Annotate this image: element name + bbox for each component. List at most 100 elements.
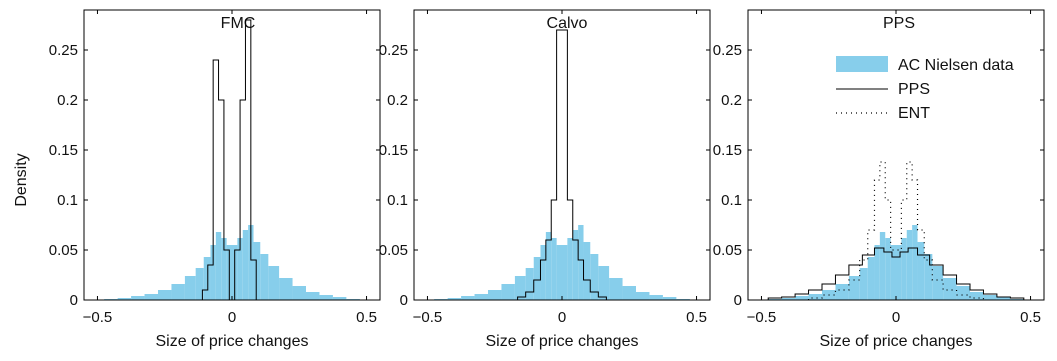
data-bar — [859, 268, 868, 300]
panel-title-pps: PPS — [883, 15, 915, 32]
model-line — [517, 29, 607, 300]
data-bar — [131, 296, 145, 300]
data-bar — [567, 238, 573, 300]
calvo-model-lines — [517, 29, 607, 300]
legend-label-data: AC Nielsen data — [898, 57, 1014, 74]
panel-title-calvo: Calvo — [547, 15, 588, 32]
pps-xtick-labels: −0.5 0 0.5 — [747, 309, 1041, 326]
legend-swatch-data — [836, 56, 888, 72]
data-bar — [590, 254, 599, 300]
fmc-ytick-labels: 0 0.05 0.1 0.15 0.2 0.25 — [49, 42, 78, 309]
data-bar — [649, 295, 663, 300]
data-bar — [662, 297, 677, 300]
ytick-label: 0.2 — [721, 92, 742, 109]
data-bar — [583, 242, 591, 300]
data-bar — [540, 245, 546, 300]
data-bar — [332, 297, 347, 300]
xtick-label: 0.5 — [356, 309, 377, 326]
pps-ytick-labels: 0 0.05 0.1 0.15 0.2 0.25 — [713, 42, 742, 309]
ytick-label: 0.1 — [721, 192, 742, 209]
ytick-label: 0.05 — [379, 242, 408, 259]
ytick-label: 0.1 — [57, 192, 78, 209]
data-bar — [533, 257, 541, 300]
ytick-label: 0 — [734, 292, 742, 309]
data-bar — [215, 232, 222, 300]
data-bar — [556, 245, 562, 300]
data-bar — [970, 292, 984, 300]
data-bar — [501, 284, 515, 300]
data-bar — [622, 286, 636, 300]
ytick-label: 0.25 — [379, 42, 408, 59]
data-bar — [874, 245, 880, 300]
ytick-label: 0.05 — [49, 242, 78, 259]
data-bar — [848, 276, 860, 300]
legend-label-ent: ENT — [898, 105, 930, 122]
data-bar — [885, 238, 891, 300]
legend-label-pps: PPS — [898, 81, 930, 98]
data-bar — [117, 298, 132, 300]
data-bar — [835, 284, 849, 300]
data-bar — [867, 257, 875, 300]
xtick-label: −0.5 — [413, 309, 443, 326]
data-bar — [171, 284, 185, 300]
figure-ylabel: Density — [13, 153, 30, 206]
data-bar — [781, 298, 796, 300]
calvo-ytick-labels: 0 0.05 0.1 0.15 0.2 0.25 — [379, 42, 408, 309]
data-bar — [279, 278, 293, 300]
calvo-axes — [413, 9, 711, 301]
panel-pps: PPS 0 0.05 0.1 0.15 0.2 0.25 −0.5 0 0.5 Size of… — [713, 9, 1045, 350]
data-bar — [551, 238, 557, 300]
ytick-label: 0.15 — [49, 142, 78, 159]
xlabel-pps: Size of price changes — [820, 333, 973, 350]
xtick-label: 0.5 — [1020, 309, 1041, 326]
xlabel-calvo: Size of price changes — [486, 333, 639, 350]
fmc-xtick-labels: −0.5 0 0.5 — [83, 309, 377, 326]
ytick-label: 0.1 — [387, 192, 408, 209]
xtick-label: 0 — [558, 309, 566, 326]
data-bar — [572, 230, 579, 300]
ytick-label: 0.25 — [49, 42, 78, 59]
data-bar — [488, 290, 502, 300]
data-bar — [598, 266, 610, 300]
data-bar — [237, 238, 243, 300]
data-bar — [562, 245, 568, 300]
pps-model-lines — [767, 161, 1025, 300]
data-bar — [195, 268, 204, 300]
data-bar — [896, 245, 902, 300]
fmc-data-bars — [104, 225, 360, 300]
data-bar — [514, 276, 526, 300]
data-bar — [890, 245, 896, 300]
model-line — [767, 247, 1025, 300]
panel-fmc: FMC 0 0.05 0.1 0.15 0.2 0.25 −0.5 0 0.5 Size of… — [49, 9, 381, 350]
data-bar — [879, 232, 886, 300]
data-bar — [578, 225, 584, 300]
data-bar — [917, 242, 925, 300]
calvo-xtick-labels: −0.5 0 0.5 — [413, 309, 707, 326]
calvo-data-bars — [434, 225, 690, 300]
data-bar — [268, 266, 280, 300]
ytick-label: 0.25 — [713, 42, 742, 59]
data-bar — [525, 268, 534, 300]
xtick-label: −0.5 — [83, 309, 113, 326]
data-bar — [242, 230, 249, 300]
data-bar — [474, 294, 488, 300]
data-bar — [901, 238, 907, 300]
data-bar — [319, 295, 333, 300]
legend: AC Nielsen data PPS ENT — [836, 56, 1014, 122]
data-bar — [924, 254, 933, 300]
data-bar — [545, 232, 552, 300]
ytick-label: 0.05 — [713, 242, 742, 259]
data-bar — [203, 257, 211, 300]
ytick-label: 0.15 — [379, 142, 408, 159]
data-bar — [609, 278, 623, 300]
ytick-label: 0.2 — [57, 92, 78, 109]
panel-calvo: Calvo 0 0.05 0.1 0.15 0.2 0.25 −0.5 0 0.5 Size … — [379, 9, 711, 350]
data-bar — [210, 245, 216, 300]
panel-title-fmc: FMC — [221, 15, 256, 32]
xlabel-fmc: Size of price changes — [156, 333, 309, 350]
ytick-label: 0.2 — [387, 92, 408, 109]
data-bar — [636, 292, 650, 300]
data-bar — [306, 292, 320, 300]
